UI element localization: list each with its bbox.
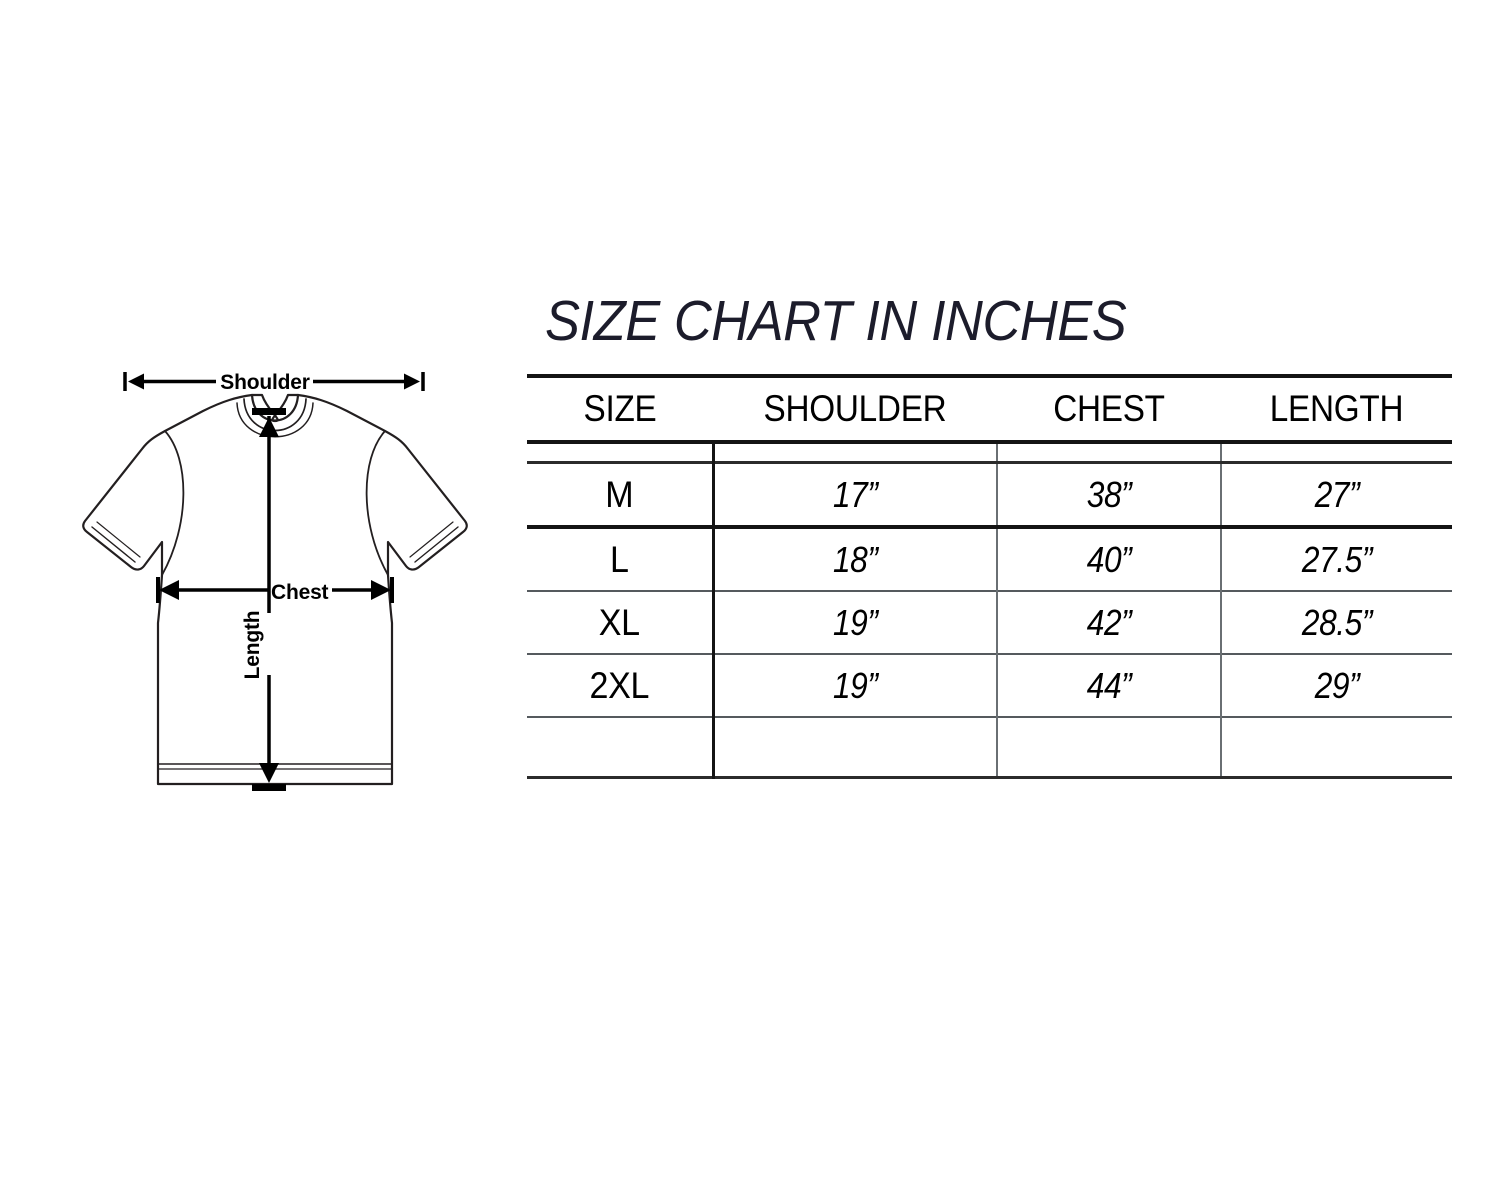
rule-cell: [1221, 776, 1452, 780]
length-dimension: Length: [241, 408, 286, 791]
cell-size: 2XL: [534, 653, 706, 717]
cell-length: 27”: [1233, 461, 1439, 527]
cell-chest: 44”: [1009, 653, 1208, 717]
table-bottom-rule-row: [527, 776, 1452, 780]
cell-shoulder: 19”: [728, 590, 980, 654]
cell-size: XL: [534, 590, 706, 654]
cell-chest: [1009, 716, 1208, 778]
t-shirt-svg: Shoulder: [82, 371, 468, 791]
cell-length: 28.5”: [1233, 590, 1439, 654]
chest-dimension: Chest: [156, 577, 394, 604]
rule-cell: [527, 440, 713, 463]
cell-length: 29”: [1233, 653, 1439, 717]
page-title: SIZE CHART IN INCHES: [545, 289, 1127, 353]
cell-length: [1233, 716, 1439, 778]
cell-length: 27.5”: [1233, 525, 1439, 591]
column-header-shoulder: SHOULDER: [727, 374, 983, 442]
length-dimension-label: Length: [241, 611, 264, 680]
t-shirt-outline: [82, 393, 468, 786]
rule-cell: [1220, 440, 1452, 463]
table-header-row: SIZE SHOULDER CHEST LENGTH: [527, 374, 1452, 442]
rule-cell: [997, 776, 1221, 780]
table-header-underline-row: [527, 440, 1452, 463]
cell-chest: 38”: [1009, 461, 1208, 527]
table-row: 2XL 19” 44” 29”: [527, 653, 1452, 717]
cell-shoulder: 19”: [728, 653, 980, 717]
cell-shoulder: 17”: [728, 461, 980, 527]
shoulder-dimension: Shoulder: [123, 371, 425, 394]
cell-chest: 40”: [1009, 525, 1208, 591]
cell-size: M: [534, 461, 706, 527]
table-row: M 17” 38” 27”: [527, 461, 1452, 527]
column-header-length: LENGTH: [1232, 374, 1441, 442]
cell-shoulder: 18”: [728, 525, 980, 591]
column-header-size: SIZE: [536, 374, 704, 442]
rule-cell: [713, 776, 997, 780]
size-chart-panel: SIZE CHART IN INCHES SIZE SHOULDER C: [527, 289, 1457, 780]
t-shirt-diagram: Shoulder: [40, 355, 510, 845]
rule-cell: [996, 440, 1221, 463]
column-header-chest: CHEST: [1008, 374, 1210, 442]
rule-cell: [711, 440, 997, 463]
shoulder-dimension-label: Shoulder: [220, 371, 309, 394]
cell-size: [534, 716, 706, 778]
cell-chest: 42”: [1009, 590, 1208, 654]
table-row-empty: [527, 716, 1452, 778]
table-row: XL 19” 42” 28.5”: [527, 590, 1452, 654]
table-row: L 18” 40” 27.5”: [527, 525, 1452, 591]
cell-size: L: [534, 525, 706, 591]
size-chart-table: SIZE SHOULDER CHEST LENGTH: [527, 374, 1452, 780]
rule-cell: [527, 776, 713, 780]
cell-shoulder: [728, 716, 980, 778]
chest-dimension-label: Chest: [271, 581, 329, 604]
